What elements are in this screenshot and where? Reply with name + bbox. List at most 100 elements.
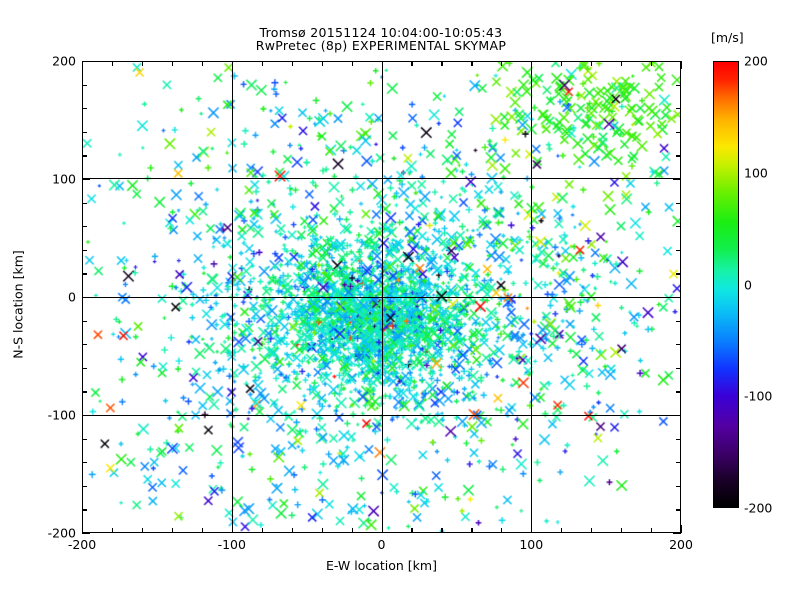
x-tick-label: 100: [519, 537, 544, 552]
x-tick: [561, 528, 563, 533]
x-tick: [651, 528, 653, 533]
x-tick: [531, 525, 533, 533]
x-tick: [351, 528, 353, 533]
title-line-1: Tromsø 20151124 10:04:00-10:05:43: [259, 25, 503, 40]
x-tick: [291, 528, 293, 533]
y-tick: [82, 509, 87, 511]
x-tick: [411, 528, 413, 533]
colorbar-tick-label: 0: [744, 277, 752, 292]
x-tick-label: -100: [217, 537, 246, 552]
y-tick-label: 0: [68, 289, 76, 305]
gridline-y-100: [83, 178, 680, 180]
y-tick: [673, 297, 681, 299]
x-tick: [411, 61, 413, 66]
y-tick-label: 200: [52, 53, 76, 69]
y-tick: [82, 367, 87, 369]
x-tick-label: -200: [67, 537, 97, 552]
x-tick: [231, 61, 233, 69]
colorbar-unit-label: [m/s]: [711, 30, 744, 45]
y-tick-label: 100: [52, 171, 76, 187]
colorbar-tick-label: -200: [744, 500, 773, 516]
title-line-2: RwPretec (8p) EXPERIMENTAL SKYMAP: [255, 38, 507, 53]
x-tick: [111, 61, 114, 66]
y-tick: [82, 84, 87, 86]
y-tick: [82, 485, 87, 487]
gridline-x-0: [382, 62, 384, 532]
x-tick: [441, 61, 443, 66]
x-tick: [141, 61, 144, 66]
gridline-x-100: [531, 62, 533, 532]
y-tick: [673, 61, 681, 63]
y-tick: [82, 202, 87, 204]
y-tick: [676, 226, 681, 228]
x-tick: [351, 61, 353, 66]
x-tick: [681, 61, 683, 69]
y-tick: [676, 367, 681, 369]
y-tick: [676, 155, 681, 157]
y-tick: [82, 273, 87, 275]
x-tick: [621, 61, 623, 66]
y-tick: [676, 344, 681, 346]
y-tick: [676, 249, 681, 251]
x-tick: [171, 61, 174, 66]
y-tick: [673, 179, 681, 181]
y-tick: [676, 391, 681, 393]
y-tick: [82, 179, 90, 181]
y-tick: [676, 438, 681, 440]
y-tick: [82, 462, 87, 464]
y-tick: [82, 320, 87, 322]
x-tick: [591, 528, 593, 533]
y-tick: [82, 533, 90, 535]
y-tick: [82, 344, 87, 346]
colorbar-tick-label: -100: [744, 388, 773, 404]
y-tick: [82, 297, 90, 299]
y-tick: [676, 485, 681, 487]
x-tick: [201, 61, 203, 66]
y-tick: [82, 108, 87, 110]
y-tick: [676, 320, 681, 322]
y-tick: [82, 391, 87, 393]
x-tick: [111, 528, 114, 533]
x-tick: [561, 61, 563, 66]
y-tick: [82, 226, 87, 228]
y-tick: [82, 61, 90, 63]
y-tick: [82, 415, 90, 417]
x-tick: [471, 61, 473, 66]
y-tick: [82, 249, 87, 251]
x-tick: [261, 61, 263, 66]
gridline-x-neg100: [232, 62, 234, 532]
x-tick: [591, 61, 593, 66]
colorbar-tick-label: 100: [744, 165, 768, 181]
y-tick: [82, 155, 87, 157]
x-tick: [291, 61, 293, 66]
y-tick: [673, 415, 681, 417]
x-tick: [201, 528, 203, 533]
x-tick: [82, 61, 84, 69]
x-tick-label: 200: [669, 537, 693, 552]
y-tick: [676, 509, 681, 511]
x-tick: [681, 525, 683, 533]
x-tick: [321, 528, 323, 533]
figure-title: Tromsø 20151124 10:04:00-10:05:43 RwPret…: [0, 26, 762, 52]
x-tick: [82, 525, 84, 533]
colorbar-tick-label: 200: [744, 53, 768, 69]
x-tick: [141, 528, 144, 533]
y-tick: [676, 108, 681, 110]
gridline-y-neg100: [83, 415, 680, 417]
plot-area: [82, 61, 681, 533]
y-axis-title: N-S location [km]: [10, 250, 26, 359]
x-tick: [441, 528, 443, 533]
x-tick: [531, 61, 533, 69]
x-tick: [171, 528, 174, 533]
x-tick-label: 0: [377, 537, 386, 552]
y-tick: [676, 131, 681, 133]
x-tick: [381, 61, 383, 69]
x-tick: [621, 528, 623, 533]
y-tick: [676, 462, 681, 464]
x-tick: [471, 528, 473, 533]
x-tick: [321, 61, 323, 66]
y-tick-label: -200: [47, 525, 76, 541]
y-tick: [676, 84, 681, 86]
x-tick: [381, 525, 383, 533]
